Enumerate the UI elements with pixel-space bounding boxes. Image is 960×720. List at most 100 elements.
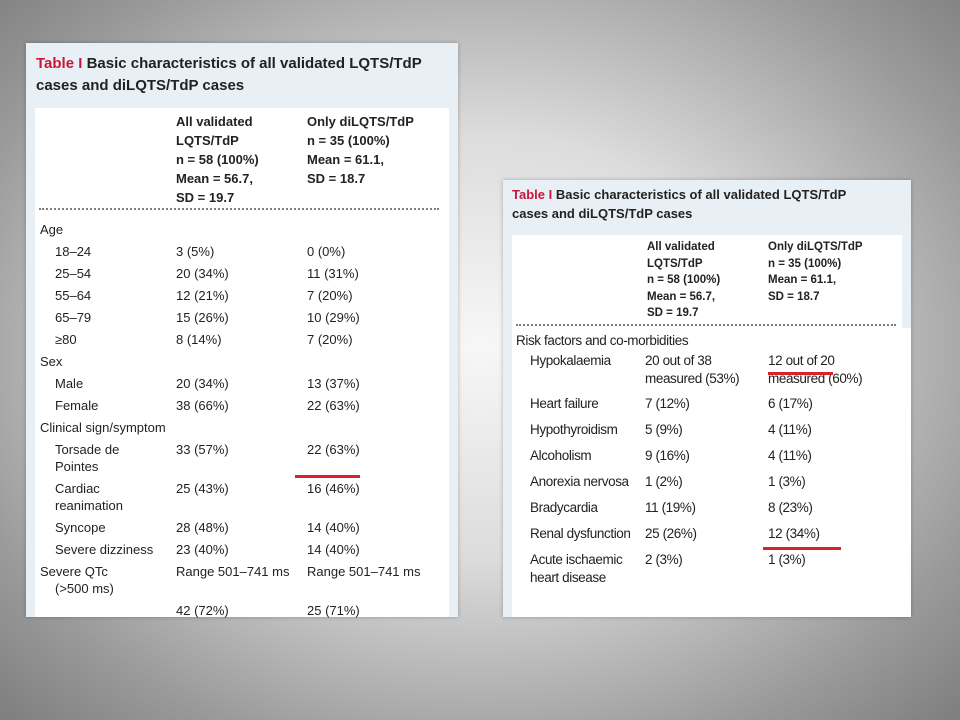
row-label: Syncope (55, 520, 106, 535)
row-label: Sex (40, 354, 63, 369)
col1-header-line: n = 58 (100%) (647, 274, 721, 286)
row-label: reanimation (55, 498, 123, 513)
highlight-underline (295, 475, 360, 478)
col1-value: 2 (3%) (645, 552, 683, 567)
right-table-panel: Table I Basic characteristics of all val… (503, 180, 911, 617)
risk-factor-label: Hypothyroidism (530, 422, 618, 437)
col1-header-line: All validated (176, 114, 253, 129)
col2-header-line: n = 35 (100%) (768, 257, 842, 270)
risk-factors-body: Risk factors and co-morbidities Hypokala… (512, 328, 911, 617)
risk-factor-label: Renal dysfunction (530, 526, 631, 541)
title-line-2: cases and diLQTS/TdP cases (36, 77, 245, 94)
col1-header-line: LQTS/TdP (176, 133, 239, 148)
right-table-title: Table I Basic characteristics of all val… (512, 185, 907, 223)
row-label: Severe QTc (40, 564, 108, 579)
col1-value: 25 (43%) (176, 481, 229, 496)
col2-value: 4 (11%) (768, 448, 812, 463)
col1-header-line: LQTS/TdP (647, 257, 703, 270)
title-line-1: Basic characteristics of all validated L… (86, 55, 422, 72)
col1-header-line: n = 58 (100%) (176, 152, 259, 167)
col1-value: 20 (34%) (176, 266, 229, 281)
row-label: Age (40, 222, 64, 237)
col1-value: 25 (26%) (645, 526, 697, 541)
col2-value: 8 (23%) (768, 500, 813, 515)
col1-header: All validated LQTS/TdP n = 58 (100%) Mea… (176, 112, 259, 207)
row-label: Clinical sign/symptom (40, 420, 166, 435)
col2-value: 6 (17%) (768, 396, 813, 411)
risk-factor-label: Anorexia nervosa (530, 474, 629, 489)
title-line-2: cases and diLQTS/TdP cases (512, 206, 693, 221)
row-label: Pointes (55, 459, 99, 474)
col2-header: Only diLQTS/TdP n = 35 (100%) Mean = 61.… (307, 112, 414, 188)
col2-header-line: Only diLQTS/TdP (768, 241, 863, 253)
col1-value: 11 (19%) (645, 500, 696, 515)
highlight-underline (763, 547, 841, 550)
col2-value: 0 (0%) (307, 244, 346, 259)
row-label: 55–64 (55, 288, 92, 303)
col1-value: 42 (72%) (176, 603, 229, 618)
col2-header-line: SD = 18.7 (307, 171, 366, 186)
col1-value: 3 (5%) (176, 244, 215, 259)
row-label: (>500 ms) (55, 581, 114, 596)
highlight-underline (768, 372, 833, 375)
col1-value: 20 (34%) (176, 376, 229, 391)
col1-value: 28 (48%) (176, 520, 229, 535)
left-table-title: Table I Basic characteristics of all val… (36, 53, 456, 97)
col2-value: 12 (34%) (768, 526, 820, 541)
col2-header-line: Mean = 61.1, (768, 274, 837, 286)
col2-value: 22 (63%) (307, 398, 360, 413)
col1-header-line: SD = 19.7 (176, 190, 235, 205)
table-label: Table I (512, 187, 553, 202)
col1-value: 23 (40%) (176, 542, 229, 557)
col2-header-line: SD = 18.7 (768, 290, 820, 303)
table-label: Table I (36, 55, 83, 72)
risk-factor-label: heart disease (530, 570, 606, 585)
section-label: Risk factors and co-morbidities (516, 333, 689, 348)
col1-value: 7 (12%) (645, 396, 690, 411)
risk-factor-label: Heart failure (530, 396, 599, 411)
risk-factor-label: Hypokalaemia (530, 353, 611, 368)
col2-value: 10 (29%) (307, 310, 360, 325)
row-label: ≥80 (55, 332, 77, 347)
col2-value: 14 (40%) (307, 542, 360, 557)
left-table-body: All validated LQTS/TdP n = 58 (100%) Mea… (35, 108, 449, 618)
row-label: 25–54 (55, 266, 92, 281)
col2-value: 16 (46%) (307, 481, 360, 496)
risk-factor-label: Acute ischaemic (530, 552, 623, 567)
col1-value: 20 out of 38 (645, 353, 712, 368)
col2-value: 7 (20%) (307, 332, 353, 347)
col2-value: 11 (31%) (307, 266, 359, 281)
right-table-header: All validated LQTS/TdP n = 58 (100%) Mea… (512, 235, 902, 328)
risk-factor-label: Bradycardia (530, 500, 598, 515)
col2-header: Only diLQTS/TdP n = 35 (100%) Mean = 61.… (768, 239, 863, 305)
col1-value: 15 (26%) (176, 310, 229, 325)
col2-value: 12 out of 20 (768, 353, 835, 368)
row-label: Female (55, 398, 99, 413)
left-table-panel: Table I Basic characteristics of all val… (26, 43, 458, 618)
col1-value: measured (53%) (645, 371, 740, 386)
risk-factor-label: Alcoholism (530, 448, 592, 463)
header-divider (39, 208, 439, 210)
col1-header-line: Mean = 56.7, (647, 290, 716, 303)
col1-header-line: Mean = 56.7, (176, 171, 253, 186)
title-line-1: Basic characteristics of all validated L… (555, 187, 847, 202)
col2-value: 25 (71%) (307, 603, 360, 618)
col1-value: 8 (14%) (176, 332, 222, 347)
col1-value: 5 (9%) (645, 422, 683, 437)
col2-header-line: Mean = 61.1, (307, 152, 384, 167)
col2-value: 13 (37%) (307, 376, 360, 391)
col2-value: Range 501–741 ms (307, 564, 421, 579)
row-label: 18–24 (55, 244, 92, 259)
col1-value: 38 (66%) (176, 398, 229, 413)
header-divider (516, 324, 896, 326)
col2-value: 4 (11%) (768, 422, 812, 437)
col1-value: 33 (57%) (176, 442, 229, 457)
col1-value: 12 (21%) (176, 288, 229, 303)
row-label: Severe dizziness (55, 542, 154, 557)
col2-value: 1 (3%) (768, 474, 806, 489)
col2-value: 14 (40%) (307, 520, 360, 535)
col1-value: 9 (16%) (645, 448, 690, 463)
col1-header-line: All validated (647, 241, 715, 253)
col1-value: Range 501–741 ms (176, 564, 290, 579)
row-label: 65–79 (55, 310, 92, 325)
